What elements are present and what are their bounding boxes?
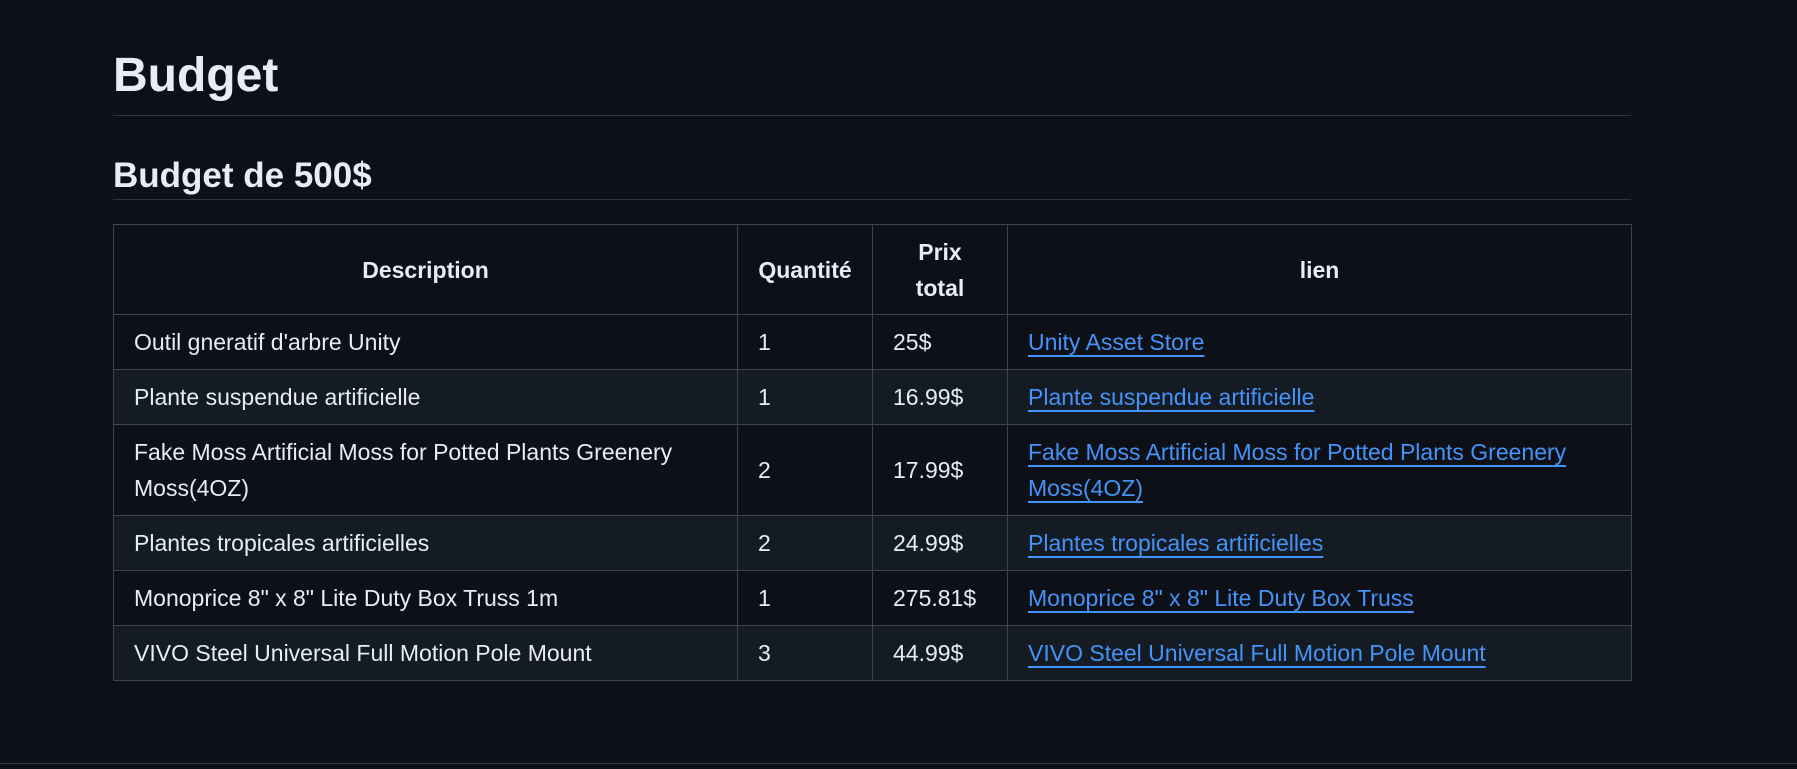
- table-row: VIVO Steel Universal Full Motion Pole Mo…: [113, 625, 1632, 681]
- header-price: Prix total: [872, 224, 1008, 315]
- cell-quantity: 1: [737, 570, 873, 626]
- cell-price: 17.99$: [872, 424, 1008, 516]
- cell-description: Plantes tropicales artificielles: [113, 515, 738, 571]
- header-description: Description: [113, 224, 738, 315]
- cell-description: Outil gneratif d'arbre Unity: [113, 314, 738, 370]
- cell-link: Unity Asset Store: [1007, 314, 1632, 370]
- cell-price: 16.99$: [872, 369, 1008, 425]
- cell-description: VIVO Steel Universal Full Motion Pole Mo…: [113, 625, 738, 681]
- cell-description: Fake Moss Artificial Moss for Potted Pla…: [113, 424, 738, 516]
- cell-price: 275.81$: [872, 570, 1008, 626]
- item-link[interactable]: VIVO Steel Universal Full Motion Pole Mo…: [1028, 640, 1486, 666]
- header-quantity: Quantité: [737, 224, 873, 315]
- table-row: Plantes tropicales artificielles 2 24.99…: [113, 515, 1632, 571]
- cell-quantity: 2: [737, 515, 873, 571]
- budget-table: Description Quantité Prix total lien Outi…: [113, 224, 1632, 681]
- table-row: Outil gneratif d'arbre Unity 1 25$ Unity…: [113, 314, 1632, 370]
- cell-quantity: 1: [737, 369, 873, 425]
- cell-price: 25$: [872, 314, 1008, 370]
- cell-link: Fake Moss Artificial Moss for Potted Pla…: [1007, 424, 1632, 516]
- table-row: Plante suspendue artificielle 1 16.99$ P…: [113, 369, 1632, 425]
- cell-description: Monoprice 8" x 8" Lite Duty Box Truss 1m: [113, 570, 738, 626]
- section-title: Budget de 500$: [113, 116, 1631, 200]
- cell-price: 44.99$: [872, 625, 1008, 681]
- header-price-line2: total: [915, 274, 965, 301]
- cell-link: Plante suspendue artificielle: [1007, 369, 1632, 425]
- cell-price: 24.99$: [872, 515, 1008, 571]
- table-row: Fake Moss Artificial Moss for Potted Pla…: [113, 424, 1632, 516]
- table-row: Monoprice 8" x 8" Lite Duty Box Truss 1m…: [113, 570, 1632, 626]
- cell-description: Plante suspendue artificielle: [113, 369, 738, 425]
- item-link[interactable]: Unity Asset Store: [1028, 329, 1205, 355]
- cell-quantity: 1: [737, 314, 873, 370]
- cell-link: Monoprice 8" x 8" Lite Duty Box Truss: [1007, 570, 1632, 626]
- header-link: lien: [1007, 224, 1632, 315]
- item-link[interactable]: Monoprice 8" x 8" Lite Duty Box Truss: [1028, 585, 1414, 611]
- page-title: Budget: [113, 0, 1631, 116]
- footer-divider: [0, 763, 1797, 764]
- item-link[interactable]: Plante suspendue artificielle: [1028, 384, 1315, 410]
- cell-quantity: 3: [737, 625, 873, 681]
- cell-link: VIVO Steel Universal Full Motion Pole Mo…: [1007, 625, 1632, 681]
- cell-quantity: 2: [737, 424, 873, 516]
- table-header-row: Description Quantité Prix total lien: [113, 224, 1632, 315]
- markdown-body: Budget Budget de 500$ Description Quanti…: [113, 0, 1632, 681]
- item-link[interactable]: Plantes tropicales artificielles: [1028, 530, 1324, 556]
- header-price-line1: Prix: [918, 238, 962, 265]
- item-link[interactable]: Fake Moss Artificial Moss for Potted Pla…: [1028, 439, 1567, 501]
- cell-link: Plantes tropicales artificielles: [1007, 515, 1632, 571]
